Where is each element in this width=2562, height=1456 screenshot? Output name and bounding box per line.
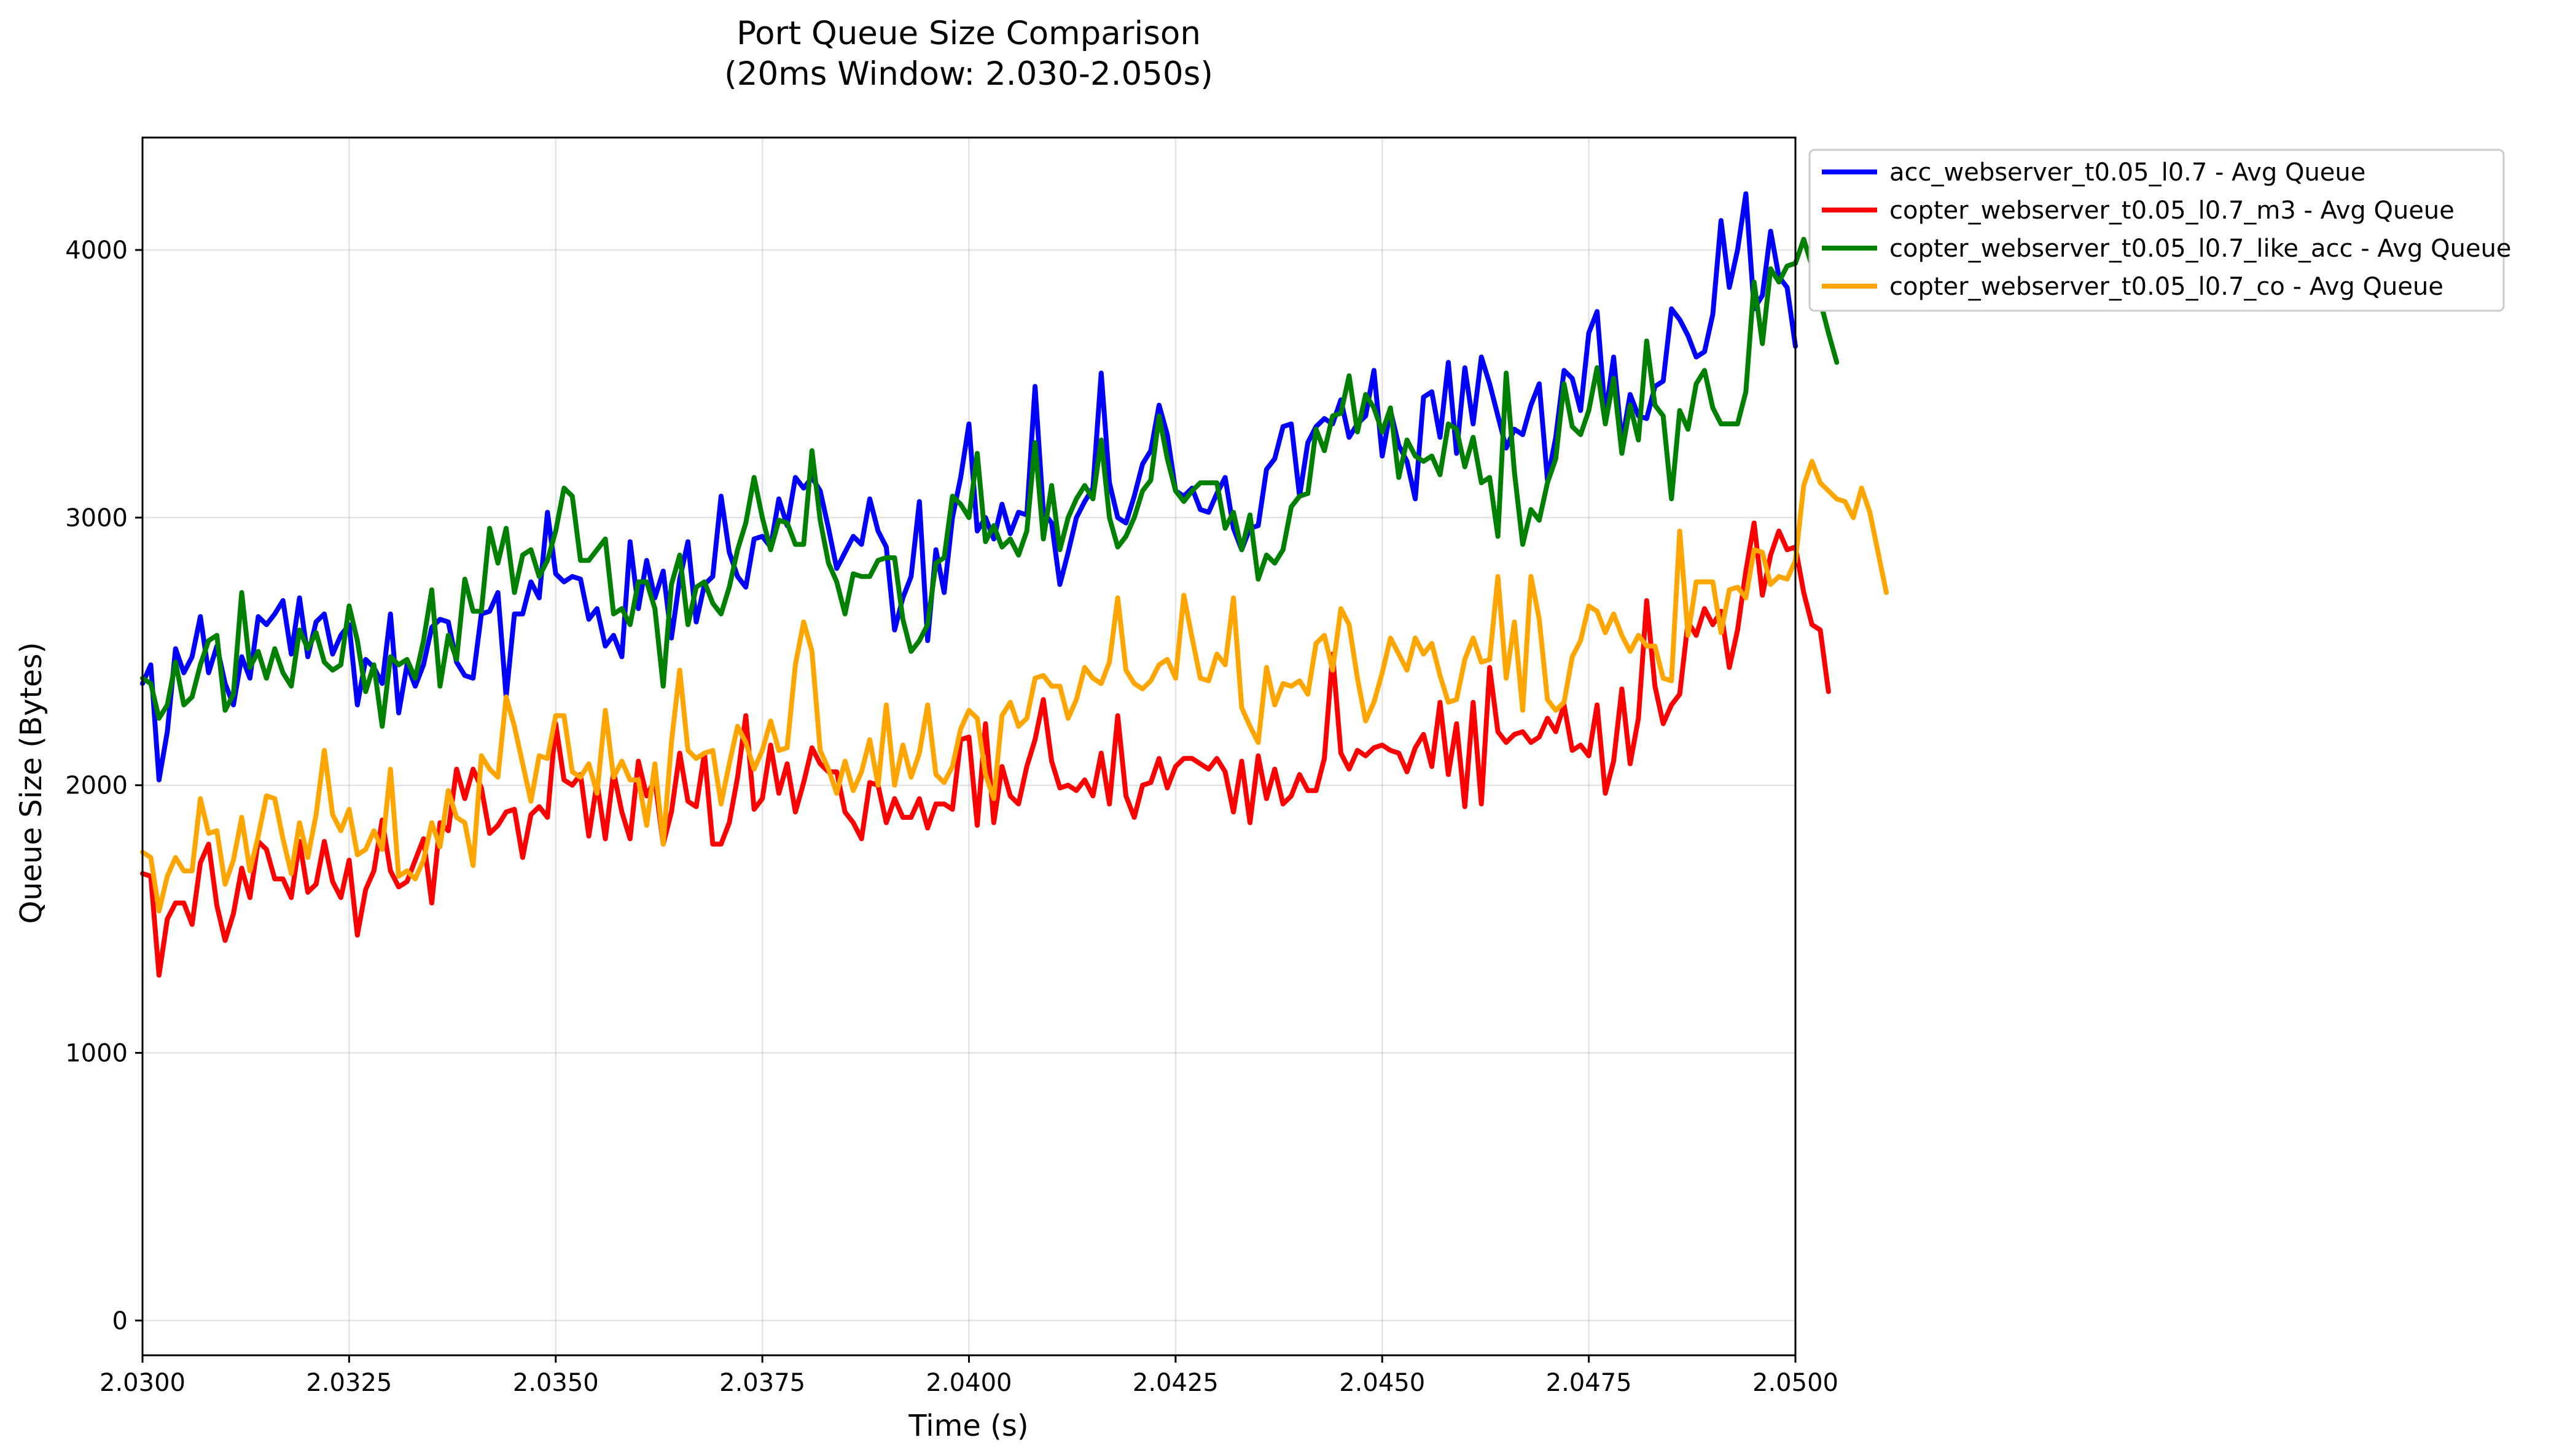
y-tick-label: 4000	[65, 236, 128, 265]
legend-box	[1808, 149, 2505, 312]
series-lines	[140, 191, 1889, 978]
y-tick-label: 3000	[65, 504, 128, 532]
legend: acc_webserver_t0.05_l0.7 - Avg Queue copt…	[1808, 149, 2512, 312]
axis-ticks: 2.0300 2.0325 2.0350 2.0375 2.0400 2.0425 2.04…	[65, 236, 1838, 1397]
series-line-3	[140, 236, 1840, 729]
legend-label: copter_webserver_t0.05_l0.7_m3 - Avg Que…	[1889, 197, 2455, 225]
x-tick-label: 2.0450	[1339, 1369, 1425, 1397]
y-tick-label: 0	[112, 1307, 128, 1335]
legend-label: acc_webserver_t0.05_l0.7 - Avg Queue	[1889, 158, 2365, 187]
x-tick-label: 2.0400	[926, 1369, 1012, 1397]
legend-label: copter_webserver_t0.05_l0.7_like_acc - A…	[1889, 235, 2512, 263]
x-tick-label: 2.0500	[1752, 1369, 1838, 1397]
x-tick-label: 2.0300	[100, 1369, 186, 1397]
x-tick-label: 2.0325	[306, 1369, 392, 1397]
y-tick-label: 1000	[65, 1040, 128, 1068]
x-tick-label: 2.0350	[513, 1369, 599, 1397]
legend-label: copter_webserver_t0.05_l0.7_co - Avg Que…	[1889, 273, 2443, 301]
chart-title: Port Queue Size Comparison	[736, 15, 1201, 52]
x-tick-label: 2.0475	[1546, 1369, 1632, 1397]
y-axis-label: Queue Size (Bytes)	[14, 642, 49, 924]
x-tick-label: 2.0425	[1133, 1369, 1219, 1397]
y-tick-label: 2000	[65, 772, 128, 800]
series-line-4	[140, 459, 1889, 914]
x-tick-label: 2.0375	[719, 1369, 805, 1397]
chart-subtitle: (20ms Window: 2.030-2.050s)	[724, 55, 1213, 93]
series-line-2	[140, 520, 1831, 978]
series-line-1	[140, 191, 1798, 782]
x-axis-label: Time (s)	[908, 1409, 1028, 1443]
